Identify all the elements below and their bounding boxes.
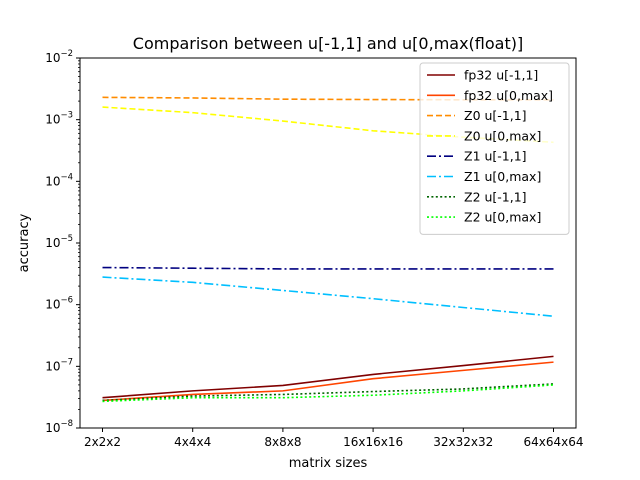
series-line-3 [102,96,554,101]
x-tick-label: 8x8x8 [264,435,301,449]
plot-lines [102,96,554,403]
y-axis-label: accuracy [17,213,32,272]
series-line-1 [102,355,554,399]
legend-label: Z0 u[0,max] [464,128,541,143]
y-tick-label: 10−2 [45,49,73,65]
y-axis: 10−8 10−7 10−6 10−5 10−4 10−3 10−2 [45,49,80,435]
legend-label: Z2 u[-1,1] [464,189,527,204]
legend-label: Z1 u[0,max] [464,169,541,184]
y-tick-label: 10−6 [45,296,73,312]
x-tick-label: 4x4x4 [174,435,211,449]
y-tick-label: 10−4 [45,172,73,188]
x-tick-label: 64x64x64 [523,435,583,449]
legend-label: fp32 u[-1,1] [464,68,538,83]
series-line-7 [102,383,554,402]
series-line-4 [102,106,554,144]
series-line-6 [102,276,554,317]
y-tick-label: 10−5 [45,234,73,250]
x-tick-label: 2x2x2 [84,435,121,449]
x-tick-label: 32x32x32 [433,435,493,449]
legend-label: Z2 u[0,max] [464,210,541,225]
series-line-2 [102,361,554,402]
y-tick-label: 10−7 [45,357,73,373]
legend: fp32 u[-1,1] fp32 u[0,max] Z0 u[-1,1] Z0 u[… [419,62,570,235]
series-line-8 [102,384,554,403]
legend-label: Z1 u[-1,1] [464,149,527,164]
y-tick-label: 10−3 [45,111,73,127]
x-tick-label: 16x16x16 [343,435,403,449]
legend-label: Z0 u[-1,1] [464,108,527,123]
legend-box [419,62,570,235]
x-axis-label: matrix sizes [289,456,368,471]
x-axis: 2x2x2 4x4x4 8x8x8 16x16x16 32x32x32 64x64x64 [84,428,584,449]
series-line-5 [102,266,554,270]
y-tick-label: 10−8 [45,419,73,435]
chart-title: Comparison between u[-1,1] and u[0,max(f… [133,34,523,53]
legend-label: fp32 u[0,max] [464,88,553,103]
